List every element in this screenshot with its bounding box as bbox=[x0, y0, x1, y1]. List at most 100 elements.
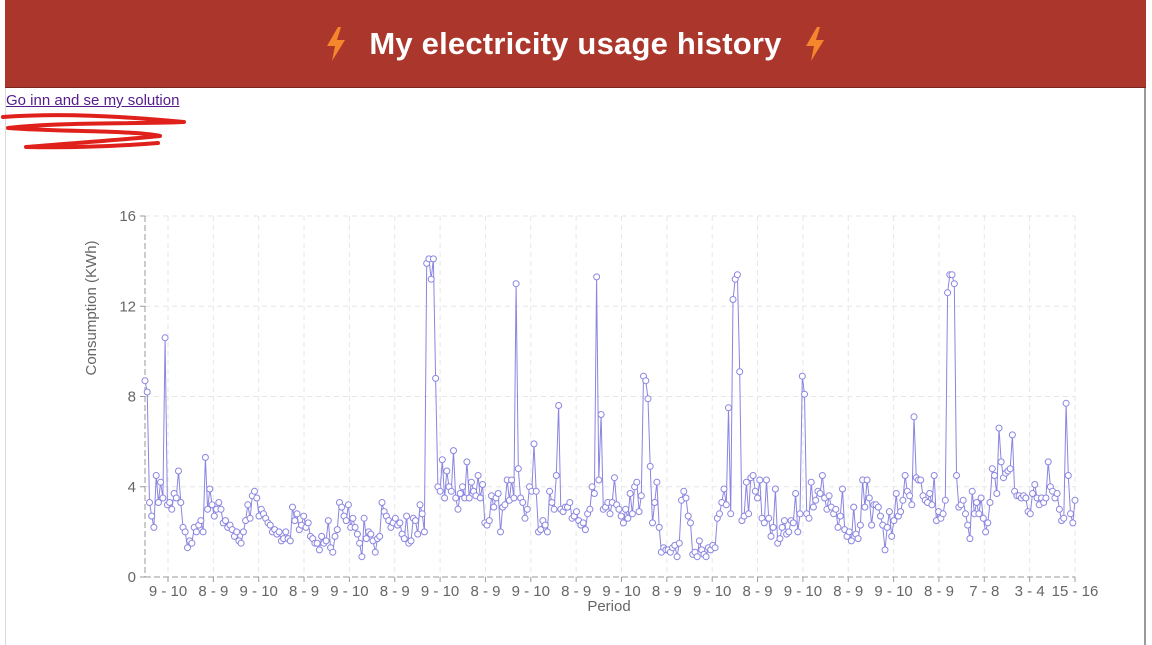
data-point bbox=[944, 289, 952, 297]
data-point bbox=[771, 485, 779, 493]
data-point bbox=[649, 519, 656, 527]
y-tick-label: 4 bbox=[128, 479, 136, 496]
chart-grid bbox=[145, 215, 1076, 577]
data-point bbox=[432, 374, 440, 382]
data-point bbox=[546, 487, 554, 495]
data-point bbox=[172, 494, 180, 502]
x-tick-label: 8 - 9 bbox=[198, 583, 228, 600]
data-point bbox=[436, 487, 444, 495]
data-point bbox=[973, 499, 981, 506]
data-point bbox=[1031, 481, 1039, 488]
x-tick-label: 9 - 10 bbox=[421, 583, 459, 600]
data-point bbox=[322, 537, 330, 545]
data-point bbox=[1008, 431, 1016, 439]
data-point bbox=[376, 532, 384, 540]
data-point bbox=[651, 499, 659, 506]
consumption-points bbox=[141, 255, 1079, 561]
data-point bbox=[523, 505, 531, 513]
x-tick-label: 9 - 10 bbox=[512, 583, 550, 600]
x-tick-label: 8 - 9 bbox=[833, 583, 863, 600]
data-point bbox=[673, 553, 681, 561]
data-point bbox=[682, 494, 690, 502]
data-point bbox=[809, 503, 817, 511]
data-point bbox=[702, 553, 710, 561]
data-point bbox=[315, 546, 323, 554]
data-point bbox=[906, 492, 914, 500]
data-point bbox=[351, 523, 359, 531]
data-point bbox=[566, 499, 574, 506]
data-point bbox=[890, 517, 898, 525]
data-point bbox=[883, 523, 891, 531]
page-frame bbox=[5, 0, 1146, 645]
data-point bbox=[188, 539, 196, 547]
data-point bbox=[586, 505, 594, 513]
data-point bbox=[412, 517, 419, 525]
data-point bbox=[537, 526, 545, 534]
data-point bbox=[367, 530, 375, 538]
data-point bbox=[816, 490, 824, 497]
data-point bbox=[420, 528, 428, 536]
data-point bbox=[847, 537, 855, 545]
data-point bbox=[593, 273, 601, 281]
data-point bbox=[438, 456, 446, 464]
data-point bbox=[427, 275, 435, 283]
data-point bbox=[275, 528, 283, 536]
data-point bbox=[391, 514, 399, 522]
data-point bbox=[910, 413, 918, 421]
data-point bbox=[611, 474, 618, 482]
data-point bbox=[968, 487, 976, 495]
data-point bbox=[619, 519, 627, 527]
data-point bbox=[512, 280, 520, 288]
x-tick-label: 8 - 9 bbox=[289, 583, 319, 600]
data-point bbox=[215, 499, 223, 506]
data-point bbox=[541, 521, 549, 529]
data-point bbox=[756, 476, 764, 484]
data-point bbox=[765, 514, 773, 522]
data-point bbox=[642, 377, 650, 385]
data-point bbox=[722, 501, 730, 509]
x-tick-label: 9 - 10 bbox=[784, 583, 822, 600]
data-point bbox=[324, 517, 332, 525]
data-point bbox=[175, 467, 182, 475]
data-point bbox=[532, 487, 540, 495]
data-point bbox=[146, 499, 153, 506]
data-point bbox=[751, 487, 759, 495]
data-point bbox=[266, 521, 274, 529]
data-point bbox=[253, 494, 261, 502]
data-point bbox=[832, 505, 840, 513]
data-point bbox=[251, 487, 258, 495]
data-point bbox=[358, 553, 366, 561]
data-point bbox=[344, 501, 352, 509]
data-point bbox=[644, 395, 652, 403]
data-point bbox=[836, 512, 844, 520]
data-point bbox=[1026, 510, 1034, 518]
data-point bbox=[928, 501, 936, 509]
data-point bbox=[986, 499, 994, 506]
data-point bbox=[977, 494, 985, 502]
data-point bbox=[166, 499, 174, 506]
data-point bbox=[459, 483, 466, 491]
data-point bbox=[597, 411, 605, 418]
data-point bbox=[962, 510, 969, 518]
data-point bbox=[749, 472, 757, 479]
data-point bbox=[313, 539, 321, 547]
data-point bbox=[675, 539, 683, 547]
data-point bbox=[414, 530, 422, 538]
data-point bbox=[1053, 490, 1061, 497]
data-point bbox=[861, 503, 869, 511]
data-point bbox=[246, 514, 254, 522]
data-point bbox=[680, 487, 688, 495]
data-point bbox=[646, 462, 654, 470]
data-point bbox=[573, 508, 580, 516]
data-point bbox=[588, 483, 596, 491]
data-point bbox=[984, 519, 992, 527]
x-tick-label: 8 - 9 bbox=[561, 583, 591, 600]
data-point bbox=[711, 544, 719, 552]
solution-link[interactable]: Go inn and se my solution bbox=[6, 92, 180, 109]
data-point bbox=[210, 512, 218, 520]
data-point bbox=[338, 503, 346, 511]
data-point bbox=[695, 537, 703, 545]
data-point bbox=[628, 510, 636, 518]
data-point bbox=[407, 537, 415, 545]
